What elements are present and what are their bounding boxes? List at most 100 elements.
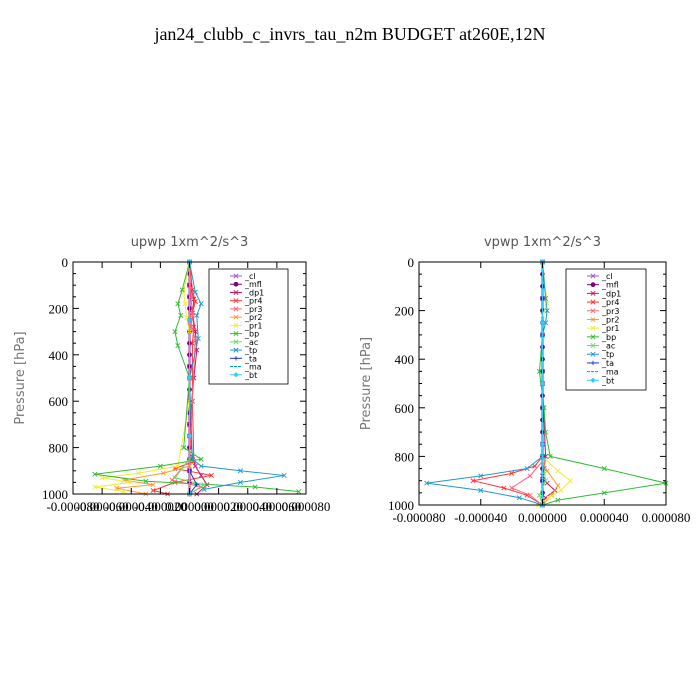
data-point <box>546 495 552 501</box>
y-axis-label: Pressure [hPa] <box>359 337 374 430</box>
legend-marker <box>233 281 239 287</box>
data-point <box>601 466 607 472</box>
x-tick-label: 0.000000 <box>518 510 567 525</box>
data-point <box>175 343 181 349</box>
data-point <box>501 485 507 491</box>
data-point <box>547 453 553 459</box>
legend-item: _pr4 <box>230 297 262 306</box>
legend-marker <box>590 316 596 322</box>
legend-item: _bp <box>230 330 259 339</box>
data-point <box>128 479 134 485</box>
legend-box <box>208 268 289 385</box>
data-point <box>536 492 542 498</box>
series-line <box>94 261 299 493</box>
legend-item: _bt <box>587 376 614 385</box>
y-tick-label: 800 <box>49 441 69 456</box>
legend-label: _ac <box>601 342 615 351</box>
data-point <box>424 480 430 486</box>
panel-title: upwp 1xm^2/s^3 <box>131 235 249 250</box>
legend-item: _dp1 <box>230 288 264 297</box>
data-point <box>543 478 549 484</box>
data-point <box>237 479 243 485</box>
data-point <box>201 482 207 488</box>
legend-item: _bp <box>587 333 616 342</box>
data-point <box>150 482 156 488</box>
data-point <box>186 317 193 323</box>
legend-label: _pr1 <box>601 324 619 333</box>
data-point <box>543 429 549 435</box>
legend-marker <box>590 290 596 296</box>
legend-label: _bp <box>601 333 616 342</box>
series-line <box>151 261 212 495</box>
series-pr1 <box>535 259 573 508</box>
x-tick-label: -0.000020 <box>134 499 187 514</box>
legend-label: _pr1 <box>244 321 262 330</box>
legend-item: _pr1 <box>230 321 262 330</box>
data-point <box>189 340 195 346</box>
data-point <box>478 473 484 479</box>
legend-label: _cl <box>601 272 613 281</box>
data-point <box>99 475 105 481</box>
y-tick-label: 1000 <box>388 498 414 513</box>
legend-marker <box>233 356 239 361</box>
y-tick-label: 400 <box>395 352 415 367</box>
legend-label: _pr2 <box>244 313 262 322</box>
y-tick-label: 0 <box>62 255 69 270</box>
x-tick-label: 0.000080 <box>282 499 331 514</box>
data-point <box>157 463 163 469</box>
data-point <box>201 486 207 492</box>
legend-marker <box>233 322 239 328</box>
data-point <box>172 475 178 481</box>
legend-label: _pr3 <box>601 307 619 316</box>
legend-marker <box>233 339 239 345</box>
data-point <box>114 485 120 491</box>
series-pr3 <box>169 259 204 497</box>
data-point <box>182 301 188 307</box>
data-point <box>555 483 561 489</box>
legend-label: _ta <box>244 354 257 363</box>
legend-marker <box>590 308 596 314</box>
x-tick-label: -0.000060 <box>76 499 129 514</box>
legend: _cl_mfl_dp1_pr4_pr3_pr2_pr1_bp_ac_tp_ta_… <box>565 268 647 391</box>
x-tick-label: 0.000040 <box>223 499 272 514</box>
legend-item: _pr3 <box>587 307 619 316</box>
legend-marker <box>233 372 239 378</box>
series-tp <box>424 259 550 508</box>
y-axis-label: Pressure [hPa] <box>13 331 28 424</box>
data-point <box>181 445 187 451</box>
data-point <box>186 433 193 439</box>
legend-label: _ta <box>601 359 614 368</box>
x-tick-label: 0.000020 <box>194 499 243 514</box>
data-point <box>509 470 515 476</box>
legend-label: _pr3 <box>244 305 262 314</box>
legend-marker <box>233 314 239 320</box>
x-tick-label: -0.000080 <box>46 499 99 514</box>
data-point <box>539 320 546 326</box>
legend-item: _cl <box>230 272 256 281</box>
legend-marker <box>233 306 239 312</box>
legend-item: _ma <box>230 363 262 372</box>
legend-label: _pr4 <box>244 297 262 306</box>
legend-label: _pr4 <box>601 298 619 307</box>
data-point <box>555 468 561 474</box>
data-point <box>252 484 258 490</box>
legend-marker <box>590 351 596 357</box>
y-tick-label: 200 <box>395 304 415 319</box>
data-point <box>532 463 538 469</box>
legend-item: _bt <box>230 371 257 380</box>
legend-item: _ma <box>587 368 619 377</box>
data-point <box>527 492 533 498</box>
data-point <box>567 478 573 484</box>
series-line <box>116 262 190 495</box>
legend-label: _ma <box>244 363 262 372</box>
data-point <box>509 485 515 491</box>
data-point <box>237 468 243 474</box>
legend-marker <box>590 360 596 366</box>
data-point <box>150 488 156 494</box>
legend-label: _tp <box>244 346 257 355</box>
series-pr4 <box>150 259 214 497</box>
data-point <box>121 489 127 495</box>
data-point <box>524 466 530 472</box>
legend-marker <box>590 377 596 384</box>
legend-item: _tp <box>230 346 257 355</box>
